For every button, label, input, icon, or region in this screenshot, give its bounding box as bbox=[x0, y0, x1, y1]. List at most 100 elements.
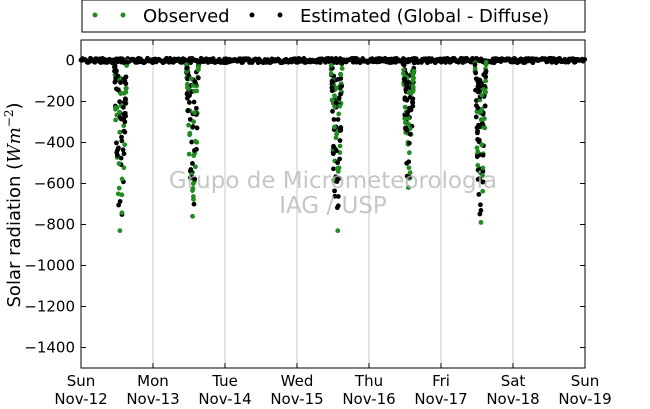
estimated-point bbox=[119, 134, 124, 140]
observed-point bbox=[117, 129, 123, 135]
x-tick-date: Nov-19 bbox=[558, 390, 611, 408]
estimated-point bbox=[478, 208, 484, 213]
estimated-point bbox=[329, 78, 335, 84]
estimated-point bbox=[187, 92, 192, 98]
observed-point bbox=[193, 164, 198, 170]
observed-point bbox=[338, 72, 344, 78]
estimated-point bbox=[121, 128, 127, 134]
estimated-point bbox=[483, 74, 489, 80]
observed-point bbox=[116, 185, 122, 191]
y-tick-label: −400 bbox=[34, 134, 75, 152]
observed-point bbox=[332, 93, 337, 99]
estimated-point bbox=[118, 155, 124, 161]
estimated-point bbox=[192, 79, 198, 85]
legend-frame bbox=[81, 0, 586, 33]
estimated-point bbox=[116, 145, 121, 151]
estimated-point bbox=[475, 177, 481, 182]
estimated-point bbox=[473, 70, 479, 76]
observed-point bbox=[474, 145, 480, 151]
observed-point bbox=[475, 163, 481, 168]
estimated-point bbox=[120, 104, 126, 110]
estimated-point bbox=[124, 59, 130, 65]
estimated-point bbox=[122, 119, 128, 125]
estimated-point bbox=[339, 60, 345, 66]
estimated-point bbox=[406, 105, 412, 111]
y-axis-label-text: Solar radiation ( bbox=[4, 163, 25, 308]
estimated-point bbox=[405, 80, 411, 85]
watermark-line-2: IAG / USP bbox=[279, 193, 387, 219]
estimated-point bbox=[410, 100, 416, 106]
estimated-point bbox=[475, 89, 481, 95]
estimated-point bbox=[401, 62, 407, 68]
observed-point bbox=[483, 89, 488, 95]
estimated-point bbox=[335, 203, 341, 209]
y-axis-label: Solar radiation (Wm−2) bbox=[2, 102, 25, 307]
observed-point bbox=[186, 86, 192, 91]
estimated-point bbox=[116, 202, 122, 208]
observed-point bbox=[407, 90, 412, 96]
observed-point bbox=[482, 125, 488, 131]
estimated-point bbox=[338, 125, 344, 130]
estimated-point bbox=[475, 84, 481, 90]
estimated-point bbox=[121, 151, 127, 157]
y-axis-label-unit: Wm bbox=[4, 127, 25, 163]
observed-point bbox=[119, 176, 125, 182]
estimated-point bbox=[404, 160, 410, 166]
observed-point bbox=[411, 68, 417, 74]
x-tick-date: Nov-14 bbox=[198, 390, 251, 408]
observed-point bbox=[406, 150, 412, 156]
estimated-point bbox=[407, 131, 413, 137]
observed-point bbox=[337, 143, 343, 149]
legend-observed-label: Observed bbox=[143, 6, 230, 27]
y-tick-label: −200 bbox=[34, 93, 75, 111]
estimated-point bbox=[335, 194, 341, 199]
estimated-point bbox=[191, 201, 197, 207]
x-tick-day: Wed bbox=[281, 372, 314, 390]
estimated-point bbox=[120, 147, 126, 153]
observed-point bbox=[339, 66, 345, 71]
observed-point bbox=[407, 170, 413, 176]
y-axis-label-exponent: −2 bbox=[2, 110, 16, 128]
observed-point bbox=[123, 85, 129, 91]
observed-point bbox=[410, 72, 416, 78]
estimated-point bbox=[476, 191, 482, 197]
observed-point bbox=[401, 71, 406, 77]
estimated-point bbox=[480, 152, 486, 158]
observed-point bbox=[483, 62, 489, 68]
x-tick-date: Nov-17 bbox=[414, 390, 467, 408]
estimated-point bbox=[333, 100, 339, 106]
observed-point bbox=[483, 78, 489, 84]
estimated-point bbox=[196, 60, 202, 66]
estimated-point bbox=[193, 105, 199, 111]
observed-point bbox=[119, 210, 125, 216]
estimated-point bbox=[123, 96, 128, 102]
estimated-point bbox=[330, 108, 335, 114]
x-tick-day: Tue bbox=[211, 372, 238, 390]
estimated-point bbox=[114, 68, 119, 74]
watermark: Grupo de Micrometeorologia IAG / USP bbox=[169, 168, 497, 219]
observed-point bbox=[336, 111, 342, 117]
estimated-point bbox=[402, 95, 408, 101]
estimated-point bbox=[476, 124, 482, 129]
x-tick-day: Fri bbox=[432, 372, 450, 390]
y-tick-label: −1000 bbox=[24, 257, 75, 275]
observed-point bbox=[334, 85, 339, 91]
legend-estimated-marker bbox=[249, 12, 255, 18]
observed-point bbox=[478, 109, 484, 114]
estimated-point bbox=[472, 62, 478, 68]
estimated-point bbox=[407, 94, 413, 100]
estimated-point bbox=[114, 150, 120, 155]
estimated-point bbox=[480, 179, 486, 185]
estimated-point bbox=[474, 103, 479, 108]
estimated-point bbox=[411, 60, 417, 66]
x-tick-day: Sun bbox=[571, 372, 600, 390]
y-tick-label: −1400 bbox=[24, 339, 75, 357]
estimated-point bbox=[337, 156, 343, 162]
estimated-point bbox=[404, 127, 410, 133]
estimated-point bbox=[482, 103, 488, 109]
observed-point bbox=[186, 122, 191, 128]
estimated-point bbox=[406, 140, 412, 146]
x-tick-date: Nov-16 bbox=[342, 390, 395, 408]
estimated-point bbox=[189, 139, 195, 145]
estimated-point bbox=[117, 199, 123, 204]
